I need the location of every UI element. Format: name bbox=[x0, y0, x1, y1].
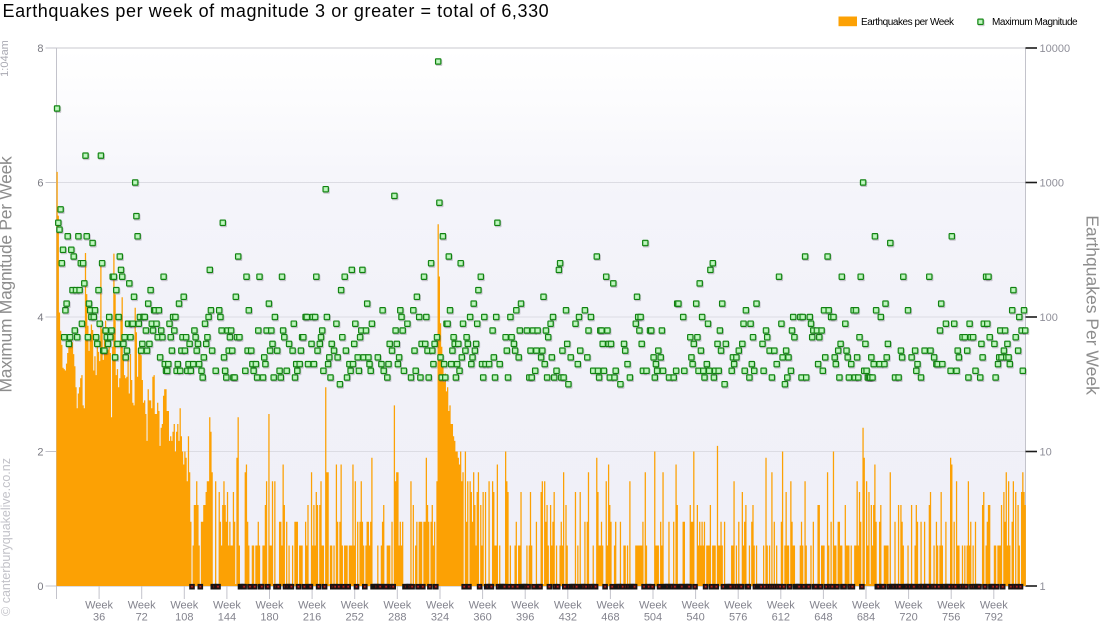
svg-text:1:04am: 1:04am bbox=[0, 40, 11, 77]
svg-text:252: 252 bbox=[346, 612, 364, 624]
svg-text:10: 10 bbox=[1040, 446, 1052, 458]
svg-text:Week: Week bbox=[937, 600, 965, 612]
svg-text:2: 2 bbox=[37, 446, 43, 458]
svg-text:Week: Week bbox=[341, 600, 369, 612]
svg-text:Week: Week bbox=[596, 600, 624, 612]
svg-text:72: 72 bbox=[136, 612, 148, 624]
svg-text:324: 324 bbox=[431, 612, 449, 624]
svg-text:Week: Week bbox=[256, 600, 284, 612]
svg-text:792: 792 bbox=[985, 612, 1003, 624]
svg-text:360: 360 bbox=[473, 612, 491, 624]
svg-text:144: 144 bbox=[218, 612, 236, 624]
svg-text:396: 396 bbox=[516, 612, 534, 624]
svg-text:720: 720 bbox=[899, 612, 917, 624]
svg-text:Week: Week bbox=[639, 600, 667, 612]
svg-text:Week: Week bbox=[298, 600, 326, 612]
svg-text:Week: Week bbox=[852, 600, 880, 612]
svg-text:Week: Week bbox=[170, 600, 198, 612]
svg-text:684: 684 bbox=[857, 612, 875, 624]
svg-text:10000: 10000 bbox=[1040, 43, 1071, 55]
svg-text:Week: Week bbox=[469, 600, 497, 612]
svg-text:4: 4 bbox=[37, 312, 43, 324]
svg-text:Week: Week bbox=[85, 600, 113, 612]
svg-text:Week: Week bbox=[426, 600, 454, 612]
svg-text:Earthquakes per Week: Earthquakes per Week bbox=[861, 17, 955, 28]
svg-text:756: 756 bbox=[942, 612, 960, 624]
svg-text:432: 432 bbox=[559, 612, 577, 624]
svg-text:1000: 1000 bbox=[1040, 177, 1064, 189]
svg-text:612: 612 bbox=[772, 612, 790, 624]
svg-text:Week: Week bbox=[809, 600, 837, 612]
svg-text:Week: Week bbox=[383, 600, 411, 612]
svg-text:1: 1 bbox=[1040, 581, 1046, 593]
svg-text:468: 468 bbox=[601, 612, 619, 624]
svg-text:180: 180 bbox=[260, 612, 278, 624]
svg-text:Maximum Magnitude: Maximum Magnitude bbox=[992, 17, 1078, 28]
svg-text:648: 648 bbox=[814, 612, 832, 624]
svg-text:36: 36 bbox=[93, 612, 105, 624]
svg-text:8: 8 bbox=[37, 43, 43, 55]
svg-text:Maximum Magnitude Per Week: Maximum Magnitude Per Week bbox=[0, 156, 16, 393]
svg-text:Week: Week bbox=[554, 600, 582, 612]
svg-text:540: 540 bbox=[686, 612, 704, 624]
svg-text:6: 6 bbox=[37, 177, 43, 189]
svg-text:216: 216 bbox=[303, 612, 321, 624]
svg-text:Week: Week bbox=[682, 600, 710, 612]
svg-text:© canterburyquakelive.co.nz: © canterburyquakelive.co.nz bbox=[0, 458, 13, 616]
svg-text:108: 108 bbox=[175, 612, 193, 624]
svg-text:Week: Week bbox=[724, 600, 752, 612]
svg-text:Week: Week bbox=[213, 600, 241, 612]
svg-text:Earthquakes Per Week: Earthquakes Per Week bbox=[1083, 215, 1100, 395]
svg-text:100: 100 bbox=[1040, 312, 1058, 324]
svg-text:Week: Week bbox=[895, 600, 923, 612]
svg-text:Week: Week bbox=[767, 600, 795, 612]
svg-text:Week: Week bbox=[980, 600, 1008, 612]
svg-text:Week: Week bbox=[128, 600, 156, 612]
svg-text:0: 0 bbox=[37, 581, 43, 593]
svg-text:576: 576 bbox=[729, 612, 747, 624]
svg-text:504: 504 bbox=[644, 612, 662, 624]
svg-text:Week: Week bbox=[511, 600, 539, 612]
svg-text:Earthquakes per week of magnit: Earthquakes per week of magnitude 3 or g… bbox=[3, 1, 550, 21]
svg-text:288: 288 bbox=[388, 612, 406, 624]
